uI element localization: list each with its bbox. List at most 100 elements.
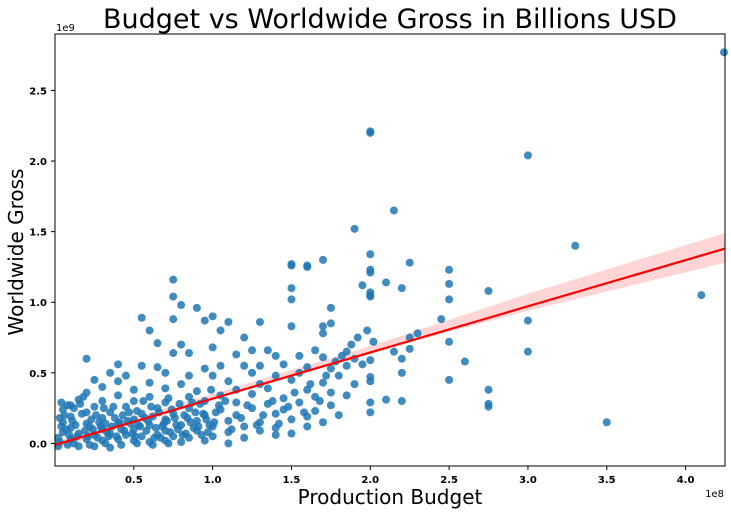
scatter-point xyxy=(353,333,362,342)
x-axis-offset-label: 1e8 xyxy=(705,489,724,500)
scatter-point xyxy=(445,337,454,346)
scatter-point xyxy=(295,351,304,360)
scatter-point xyxy=(697,291,706,300)
scatter-point xyxy=(523,316,532,325)
scatter-point xyxy=(263,384,272,393)
scatter-point xyxy=(350,224,359,233)
scatter-point xyxy=(129,385,138,394)
scatter-point xyxy=(194,422,203,431)
scatter-point xyxy=(290,388,299,397)
scatter-point xyxy=(183,414,192,422)
scatter-point xyxy=(484,286,493,295)
scatter-point xyxy=(445,375,454,384)
scatter-point xyxy=(248,368,257,377)
scatter-point xyxy=(216,326,225,335)
scatter-point xyxy=(287,284,296,293)
scatter-point xyxy=(720,48,728,57)
x-tick-label: 2.0 xyxy=(361,475,379,486)
scatter-point xyxy=(300,408,309,417)
scatter-point xyxy=(326,303,335,312)
scatter-point xyxy=(114,391,123,400)
y-tick-label: 0.5 xyxy=(29,369,47,380)
scatter-point xyxy=(366,408,375,417)
scatter-point xyxy=(166,428,175,437)
scatter-point xyxy=(389,206,398,215)
scatter-point xyxy=(177,380,186,389)
x-tick-label: 0.5 xyxy=(125,475,143,486)
scatter-point xyxy=(162,416,171,425)
scatter-point xyxy=(350,380,359,389)
scatter-point xyxy=(216,361,225,370)
scatter-point xyxy=(445,265,454,274)
scatter-point xyxy=(337,351,346,360)
scatter-point xyxy=(287,415,296,424)
scatter-point xyxy=(571,241,580,250)
scatter-point xyxy=(164,394,173,403)
scatter-point xyxy=(484,385,493,394)
scatter-point xyxy=(279,394,288,403)
scatter-point xyxy=(145,392,154,401)
scatter-point xyxy=(69,404,78,413)
scatter-point xyxy=(74,442,83,451)
scatter-point xyxy=(287,375,296,384)
scatter-point xyxy=(405,344,414,353)
scatter-point xyxy=(240,361,249,370)
scatter-point xyxy=(397,354,406,363)
scatter-point xyxy=(178,430,187,439)
scatter-point xyxy=(161,368,170,377)
scatter-point xyxy=(311,406,320,415)
scatter-point xyxy=(319,329,327,338)
scatter-point xyxy=(164,439,173,448)
scatter-point xyxy=(106,443,115,452)
regression-line-layer xyxy=(54,247,726,446)
scatter-point xyxy=(326,388,335,397)
scatter-point xyxy=(55,414,64,422)
scatter-point xyxy=(90,402,99,411)
x-tick-label: 4.0 xyxy=(677,475,695,486)
scatter-point xyxy=(169,315,178,324)
scatter-point xyxy=(347,340,356,349)
scatter-point xyxy=(460,357,469,366)
scatter-point xyxy=(240,422,249,431)
scatter-point xyxy=(322,371,331,380)
scatter-point xyxy=(366,292,375,301)
x-axis-ticks: 0.5 1.0 1.5 2.0 2.5 3.0 3.5 4.0 xyxy=(125,466,695,486)
scatter-point xyxy=(413,329,422,338)
scatter-point xyxy=(90,442,99,451)
plot-area-frame xyxy=(54,33,726,467)
scatter-point xyxy=(326,364,335,373)
scatter-point xyxy=(334,411,343,420)
scatter-point xyxy=(287,295,296,304)
scatter-point xyxy=(191,408,200,417)
scatter-point xyxy=(224,416,233,425)
scatter-point xyxy=(279,360,288,369)
scatter-point xyxy=(397,397,406,406)
scatter-point xyxy=(315,397,324,406)
scatter-point xyxy=(382,395,391,404)
scatter-points-layer xyxy=(54,48,728,452)
scatter-point xyxy=(311,346,320,355)
scatter-point xyxy=(197,430,206,439)
scatter-point xyxy=(259,411,268,420)
x-tick-label: 1.5 xyxy=(283,475,301,486)
scatter-point xyxy=(263,346,272,355)
scatter-point xyxy=(319,322,327,331)
scatter-point xyxy=(369,337,378,346)
scatter-point xyxy=(199,409,208,418)
scatter-point xyxy=(271,351,280,360)
scatter-point xyxy=(358,360,367,369)
scatter-point xyxy=(397,368,406,377)
scatter-point xyxy=(145,378,154,387)
scatter-point xyxy=(224,318,233,326)
scatter-point xyxy=(99,404,108,413)
scatter-point xyxy=(200,316,209,325)
regression-line xyxy=(54,247,726,446)
y-tick-label: 1.5 xyxy=(29,228,47,239)
scatter-point xyxy=(137,432,146,441)
scatter-point xyxy=(208,343,217,352)
scatter-point xyxy=(185,371,193,380)
scatter-point xyxy=(255,361,264,370)
scatter-point xyxy=(177,438,186,446)
scatter-point xyxy=(274,419,283,428)
